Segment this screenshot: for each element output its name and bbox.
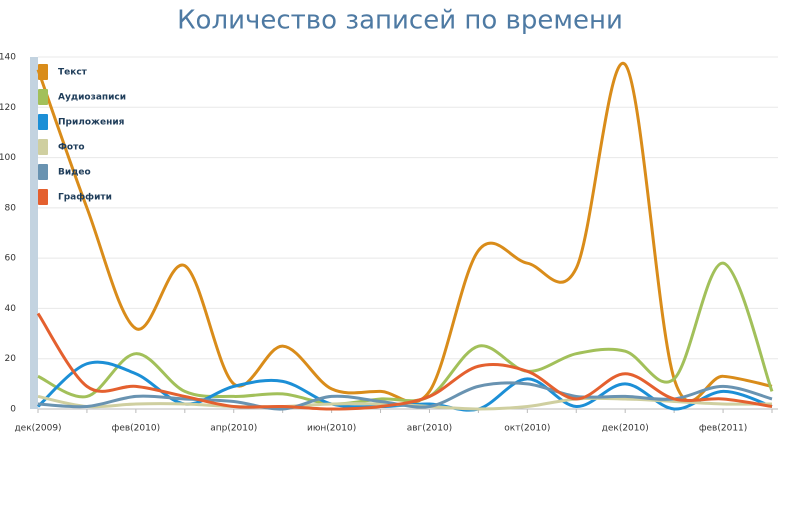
legend-label: Фото [58,143,85,153]
legend-swatch [38,139,48,155]
series-line [36,312,773,411]
x-tick-label: апр(2010) [210,424,257,434]
legend-label: Аудиозаписи [58,93,126,103]
legend-swatch [38,64,48,80]
y-tick-label: 40 [5,304,17,314]
x-tick-label: авг(2010) [407,424,452,434]
y-tick-label: 60 [5,254,17,264]
x-tick-label: окт(2010) [504,424,550,434]
y-tick-label: 0 [10,405,16,415]
y-tick-label: 20 [5,354,17,364]
legend-swatch [38,189,48,205]
chart-title: Количество записей по времени [177,6,623,36]
legend-label: Текст [58,68,88,78]
x-tick-label: июн(2010) [307,424,356,434]
range-slider[interactable] [30,57,38,409]
legend-label: Граффити [58,193,112,203]
y-tick-label: 120 [0,103,16,113]
y-tick-label: 100 [0,153,16,163]
x-tick-label: фев(2010) [112,424,160,434]
y-tick-label: 140 [0,53,16,63]
legend-label: Приложения [58,118,125,128]
x-tick-label: дек(2010) [602,424,649,434]
series-line [37,381,773,411]
y-tick-label: 80 [5,203,17,213]
legend-swatch [38,114,48,130]
x-tick-label: дек(2009) [14,424,61,434]
legend-label: Видео [58,168,91,178]
x-tick-label: фев(2011) [699,424,747,434]
legend-swatch [38,164,48,180]
legend-swatch [38,89,48,105]
series-line [36,61,773,404]
